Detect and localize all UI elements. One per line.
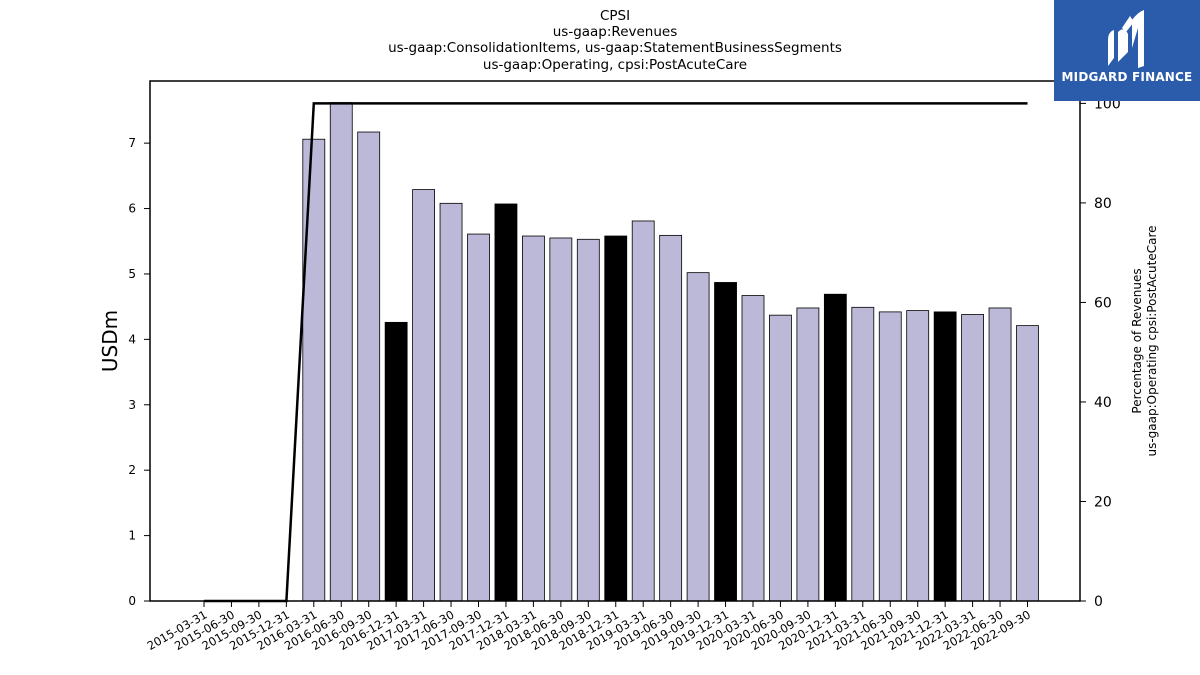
chart-title: CPSI us-gaap:Revenues us-gaap:Consolidat…	[388, 8, 842, 73]
y-tick-label: 0	[128, 594, 136, 608]
bar-2020-09-30	[796, 307, 820, 602]
bar-2016-06-30	[329, 102, 353, 602]
title-line-1: CPSI	[600, 8, 630, 24]
midgard-logo-icon	[1108, 10, 1144, 68]
bar-2022-03-31	[961, 314, 984, 602]
bar-2016-09-30	[357, 131, 381, 602]
bar-2017-06-30	[439, 202, 463, 602]
bar-2017-03-31	[412, 189, 436, 602]
y-tick-label: 3	[128, 398, 136, 412]
bar-2017-09-30	[467, 233, 490, 602]
y2-axis-label: Percentage of Revenues us-gaap:Operating…	[1130, 225, 1159, 456]
bar-2019-03-31	[631, 220, 655, 602]
bar-2019-09-30	[686, 272, 710, 602]
bar-2021-03-31	[851, 306, 875, 602]
bar-2020-12-31	[823, 293, 847, 602]
bar-2020-06-30	[769, 314, 792, 602]
y-tick-label: 1	[128, 529, 136, 543]
y-tick-label: 2	[128, 463, 136, 477]
midgard-finance-logo: MIDGARD FINANCE	[1054, 0, 1200, 101]
bar-2016-12-31	[384, 321, 408, 602]
y2-tick-label: 80	[1094, 196, 1112, 212]
bar-2017-12-31	[494, 203, 518, 602]
bar-2018-09-30	[576, 238, 600, 602]
y-tick-label: 5	[128, 267, 136, 281]
bar-2021-06-30	[878, 311, 902, 602]
plot-frame	[149, 80, 1081, 602]
y2-axis-label-line-2: us-gaap:Operating cpsi:PostAcuteCare	[1145, 225, 1159, 456]
bar-2022-06-30	[988, 307, 1012, 602]
y-axis-label: USDm	[98, 310, 122, 372]
y-tick-label: 6	[128, 202, 136, 216]
y2-tick-label: 60	[1094, 295, 1112, 311]
bar-2020-03-31	[741, 295, 765, 602]
title-line-3: us-gaap:ConsolidationItems, us-gaap:Stat…	[388, 40, 842, 56]
bar-2021-12-31	[933, 311, 957, 602]
title-line-2: us-gaap:Revenues	[553, 24, 678, 40]
y2-tick-label: 40	[1094, 395, 1112, 411]
bar-2016-03-31	[302, 138, 326, 602]
x-axis: 2015-03-312015-06-302015-09-302015-12-31…	[145, 601, 1033, 653]
title-line-4: us-gaap:Operating, cpsi:PostAcuteCare	[483, 57, 747, 73]
bar-2019-12-31	[714, 282, 737, 602]
bar-2021-09-30	[906, 310, 930, 602]
bar-2022-09-30	[1016, 325, 1039, 602]
bar-2018-03-31	[522, 235, 545, 602]
y2-axis-label-line-1: Percentage of Revenues	[1130, 268, 1144, 413]
bar-2018-06-30	[549, 237, 573, 602]
bar-2018-12-31	[604, 235, 628, 602]
y2-tick-label: 20	[1094, 494, 1112, 510]
bar-series	[302, 102, 1039, 602]
y-tick-label: 4	[128, 332, 136, 346]
y-tick-label: 7	[128, 136, 136, 150]
logo-text: MIDGARD FINANCE	[1061, 70, 1193, 84]
y2-tick-label: 0	[1094, 594, 1103, 610]
y-axis-left: 0 1 2 3 4 5 6 7	[128, 136, 150, 608]
bar-2019-06-30	[659, 234, 683, 602]
percentage-line	[204, 102, 1028, 603]
line-series	[204, 102, 1028, 603]
